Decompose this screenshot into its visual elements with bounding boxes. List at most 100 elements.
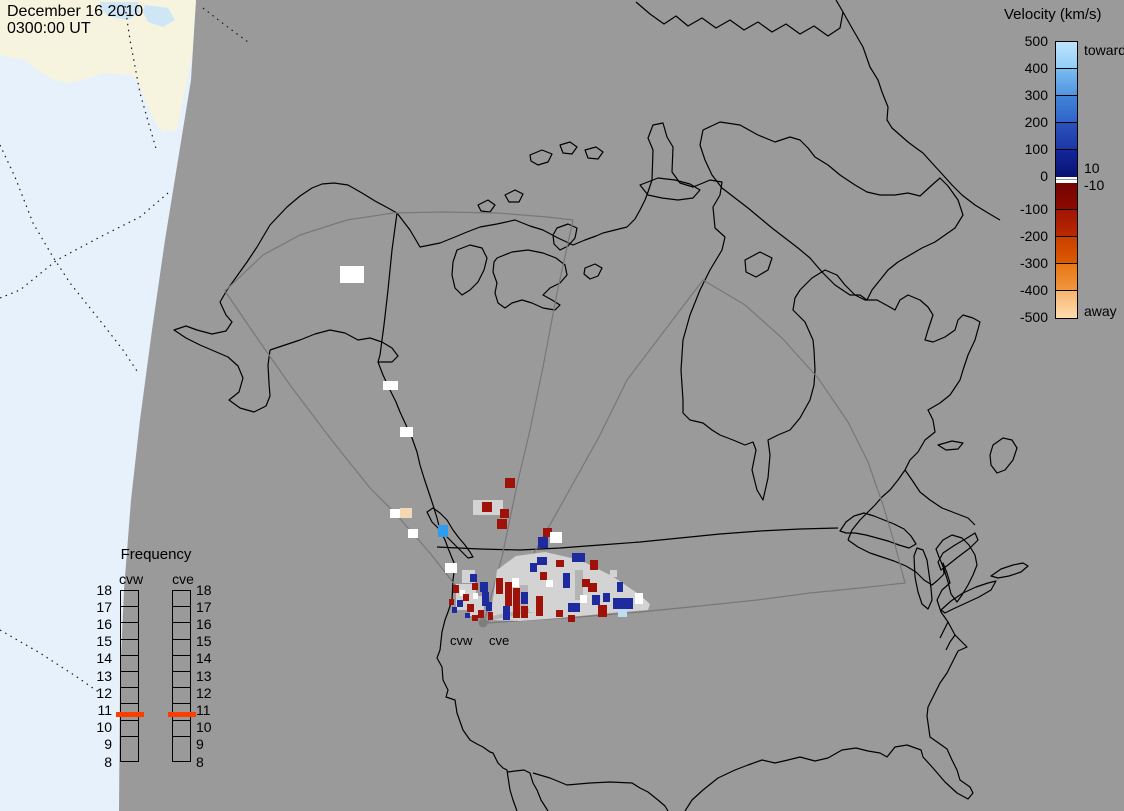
frequency-tick-left: 15 bbox=[96, 633, 112, 650]
radar-cell bbox=[537, 557, 547, 565]
radar-cell bbox=[486, 602, 492, 611]
frequency-tick-right: 10 bbox=[196, 719, 212, 736]
frequency-marker-cvw bbox=[116, 712, 144, 717]
velocity-legend-title: Velocity (km/s) bbox=[1004, 6, 1102, 23]
colorbar-tick-line bbox=[1056, 95, 1077, 96]
velocity-tick-label: -100 bbox=[1019, 201, 1048, 217]
frequency-tick-right: 8 bbox=[196, 753, 204, 770]
radar-cell bbox=[588, 583, 597, 592]
colorbar-segment-blue-0 bbox=[1056, 42, 1077, 69]
radar-cell bbox=[457, 600, 463, 607]
dayside-lake-1 bbox=[100, 2, 140, 20]
frequency-tick-left: 13 bbox=[96, 667, 112, 684]
frequency-ladder-cell bbox=[121, 721, 138, 737]
coast-alaska-west bbox=[173, 246, 271, 413]
radar-cell bbox=[590, 560, 598, 570]
frequency-ladder-cell bbox=[121, 688, 138, 705]
frequency-tick-right: 17 bbox=[196, 598, 212, 615]
radar-cell bbox=[580, 595, 587, 603]
colorbar-segment-blue-4 bbox=[1056, 150, 1077, 177]
velocity-tick-label: -500 bbox=[1019, 309, 1048, 325]
frequency-ladder-cell bbox=[173, 607, 190, 624]
lake-superior bbox=[839, 512, 917, 549]
velocity-tick-label: 500 bbox=[1024, 33, 1048, 49]
radar-cell bbox=[463, 594, 469, 601]
radar-cell bbox=[488, 612, 493, 620]
radar-cell bbox=[465, 613, 470, 618]
fov-cvw-outline bbox=[224, 211, 574, 623]
radar-cell bbox=[400, 508, 412, 518]
velocity-side-label: away bbox=[1084, 303, 1117, 319]
radar-cell bbox=[598, 605, 607, 617]
radar-cell bbox=[473, 593, 478, 599]
radar-cell bbox=[572, 553, 585, 562]
radar-cell bbox=[383, 381, 398, 390]
radar-cell bbox=[480, 582, 488, 592]
radar-cell bbox=[548, 600, 556, 608]
radar-cell bbox=[470, 574, 477, 582]
radar-cell bbox=[505, 478, 515, 488]
frequency-ladder-cell bbox=[173, 591, 190, 608]
coast-nova-scotia bbox=[937, 532, 979, 571]
frequency-ladder-cell bbox=[173, 672, 190, 689]
frequency-tick-left: 10 bbox=[96, 719, 112, 736]
frequency-ladder-cell bbox=[121, 656, 138, 672]
radar-cell bbox=[497, 519, 507, 529]
radar-cell bbox=[618, 609, 627, 617]
frequency-marker-cve bbox=[168, 712, 196, 717]
colorbar-tick-line bbox=[1056, 68, 1077, 69]
radar-site-dot bbox=[478, 618, 488, 628]
colorbar-tick-line bbox=[1056, 122, 1077, 123]
radar-cell bbox=[568, 603, 580, 612]
lake-erie bbox=[940, 580, 997, 614]
colorbar-segment-red-0 bbox=[1056, 183, 1077, 210]
colorbar-tick-line bbox=[1056, 209, 1077, 210]
velocity-side-label: -10 bbox=[1084, 177, 1105, 193]
dayside-lake-2 bbox=[143, 5, 175, 27]
colorbar-segment-red-3 bbox=[1056, 264, 1077, 291]
frequency-column-label-cve: cve bbox=[172, 571, 194, 587]
border-us-mexico bbox=[532, 772, 669, 811]
radar-site-label-cve: cve bbox=[489, 633, 510, 648]
frequency-ladder-cell bbox=[121, 607, 138, 624]
frequency-ladder-cvw bbox=[120, 590, 139, 762]
radar-cell bbox=[530, 563, 537, 572]
frequency-ladder-cell bbox=[173, 721, 190, 737]
velocity-tick-label: -200 bbox=[1019, 228, 1048, 244]
radar-cell bbox=[482, 502, 492, 512]
frequency-ladder-cell bbox=[121, 591, 138, 608]
coast-gulf-stlawrence bbox=[904, 469, 976, 526]
radar-cell bbox=[521, 606, 528, 618]
dayside-land bbox=[0, 0, 196, 132]
frequency-tick-left: 8 bbox=[104, 753, 112, 770]
frequency-ladder-cell bbox=[173, 704, 190, 721]
frequency-tick-right: 11 bbox=[196, 701, 211, 718]
radar-cell bbox=[445, 563, 457, 573]
coast-chesapeake-2 bbox=[945, 634, 956, 651]
radar-cell bbox=[563, 573, 570, 588]
frequency-tick-right: 12 bbox=[196, 684, 212, 701]
timestamp: December 16 2010 0300:00 UT bbox=[7, 3, 143, 37]
colorbar-tick-line bbox=[1056, 290, 1077, 291]
island-vancouver bbox=[426, 507, 474, 559]
radar-cell bbox=[408, 529, 418, 538]
frequency-ladder-cell bbox=[121, 737, 138, 753]
island-victoria bbox=[492, 249, 568, 311]
island-parry-5 bbox=[477, 199, 496, 213]
velocity-tick-label: 300 bbox=[1024, 87, 1048, 103]
graticule-a bbox=[0, 144, 140, 375]
radar-cell bbox=[635, 593, 643, 604]
island-devon bbox=[639, 177, 701, 201]
radar-cell bbox=[472, 583, 478, 590]
coast-west bbox=[419, 464, 518, 811]
coast-greenland bbox=[835, 0, 1001, 221]
frequency-tick-right: 18 bbox=[196, 581, 212, 598]
border-us-canada bbox=[436, 527, 839, 551]
island-southampton bbox=[744, 251, 773, 278]
island-newfoundland bbox=[989, 437, 1018, 474]
island-anticosti bbox=[937, 440, 964, 451]
radar-cell bbox=[592, 595, 600, 605]
coast-chesapeake-1 bbox=[939, 621, 949, 639]
